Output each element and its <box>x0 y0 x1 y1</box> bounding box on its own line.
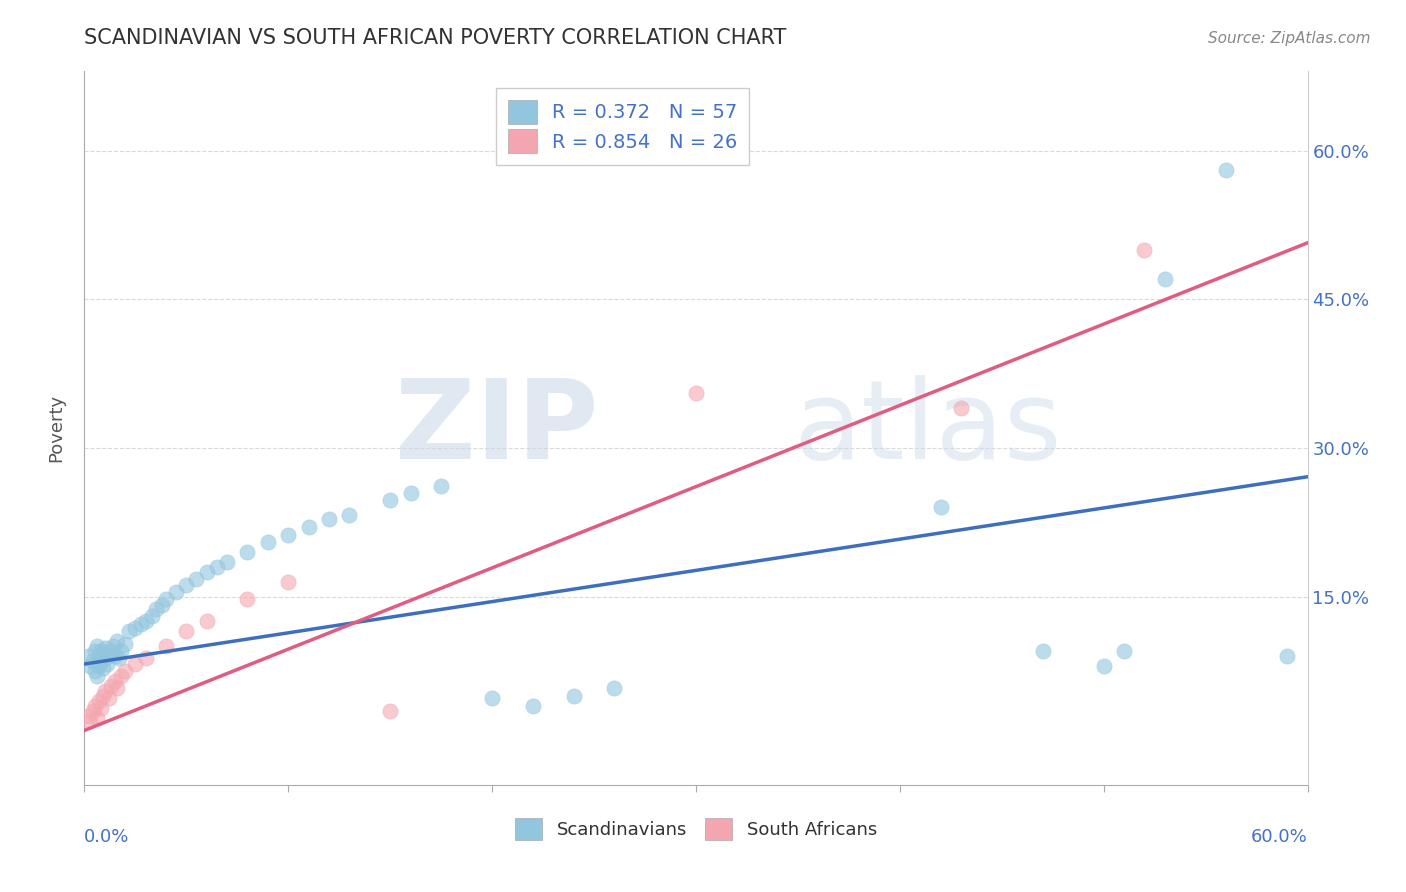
Point <box>399 485 422 500</box>
Point <box>339 508 361 523</box>
Point <box>124 621 146 635</box>
Point <box>205 560 228 574</box>
Point <box>105 634 128 648</box>
Text: 0.0%: 0.0% <box>84 828 129 846</box>
Legend: Scandinavians, South Africans: Scandinavians, South Africans <box>508 811 884 847</box>
Point <box>101 639 124 653</box>
Point <box>195 615 218 629</box>
Point <box>96 657 118 671</box>
Point <box>522 698 544 713</box>
Point <box>685 386 707 401</box>
Point <box>277 528 299 542</box>
Point <box>1032 644 1054 658</box>
Point <box>1114 644 1136 658</box>
Point <box>217 555 239 569</box>
Point <box>83 664 105 678</box>
Text: ZIP: ZIP <box>395 375 598 482</box>
Point <box>165 584 187 599</box>
Point <box>257 535 280 549</box>
Point <box>86 639 108 653</box>
Point <box>150 598 173 612</box>
Point <box>380 492 402 507</box>
Point <box>97 690 120 705</box>
Point <box>562 689 585 703</box>
Point <box>93 651 115 665</box>
Point <box>104 673 127 688</box>
Point <box>131 617 153 632</box>
Point <box>124 657 146 671</box>
Point <box>950 401 973 416</box>
Point <box>174 624 197 639</box>
Point <box>1154 272 1177 286</box>
Point <box>86 710 108 724</box>
Point <box>114 664 136 678</box>
Point <box>380 704 402 718</box>
Point <box>195 565 218 579</box>
Point <box>87 659 110 673</box>
Point <box>277 574 299 589</box>
Text: Source: ZipAtlas.com: Source: ZipAtlas.com <box>1208 31 1371 46</box>
Point <box>141 609 163 624</box>
Point <box>155 639 177 653</box>
Point <box>87 694 110 708</box>
Point <box>236 591 259 606</box>
Point <box>108 651 131 665</box>
Point <box>186 572 208 586</box>
Point <box>318 512 340 526</box>
Point <box>114 637 136 651</box>
Point <box>91 689 114 703</box>
Point <box>236 545 259 559</box>
Point <box>298 520 321 534</box>
Text: SCANDINAVIAN VS SOUTH AFRICAN POVERTY CORRELATION CHART: SCANDINAVIAN VS SOUTH AFRICAN POVERTY CO… <box>84 28 787 47</box>
Point <box>1277 649 1299 664</box>
Point <box>86 669 108 683</box>
Point <box>77 708 100 723</box>
Point <box>90 700 112 714</box>
Point <box>110 644 132 658</box>
Text: 60.0%: 60.0% <box>1251 828 1308 846</box>
Point <box>93 683 115 698</box>
Point <box>100 679 122 693</box>
Point <box>79 659 101 673</box>
Point <box>1092 659 1115 673</box>
Point <box>110 669 132 683</box>
Point <box>118 624 141 639</box>
Point <box>481 690 503 705</box>
Point <box>135 651 157 665</box>
Point <box>430 478 453 492</box>
Point <box>105 681 128 695</box>
Point <box>83 644 105 658</box>
Point <box>929 500 952 515</box>
Point <box>174 578 197 592</box>
Point <box>93 641 115 656</box>
Point <box>97 647 120 661</box>
Point <box>90 654 112 668</box>
Point <box>155 591 177 606</box>
Point <box>91 661 114 675</box>
Point <box>1215 163 1237 178</box>
Point <box>77 649 100 664</box>
Point <box>100 644 122 658</box>
Point <box>82 704 104 718</box>
Point <box>90 644 112 658</box>
Point <box>79 714 101 728</box>
Point <box>145 601 167 615</box>
Point <box>83 698 105 713</box>
Point <box>87 649 110 664</box>
Y-axis label: Poverty: Poverty <box>48 394 66 462</box>
Point <box>1133 243 1156 257</box>
Point <box>135 615 157 629</box>
Point <box>104 649 127 664</box>
Point <box>603 681 626 695</box>
Text: atlas: atlas <box>794 375 1063 482</box>
Point <box>82 654 104 668</box>
